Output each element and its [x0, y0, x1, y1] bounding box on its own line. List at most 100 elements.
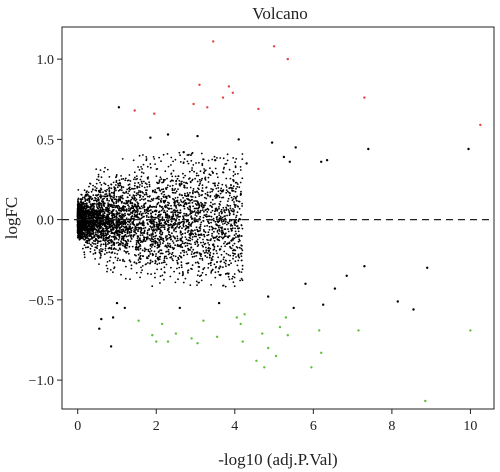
data-point-ns	[124, 246, 127, 249]
data-point-ns	[142, 154, 144, 156]
data-point-ns	[227, 200, 229, 203]
data-point-ns	[93, 215, 96, 218]
data-point-ns	[85, 225, 87, 228]
data-point-ns	[125, 225, 128, 228]
data-point-ns	[112, 271, 114, 274]
data-point-ns	[83, 251, 86, 254]
data-point-ns	[118, 212, 121, 215]
data-point-ns	[211, 269, 214, 271]
data-point-up	[212, 40, 215, 43]
data-point-ns	[94, 258, 96, 260]
data-point-ns	[129, 240, 132, 243]
data-point-ns	[93, 202, 96, 205]
data-point-ns	[101, 227, 104, 229]
data-point-ns	[150, 237, 153, 239]
data-point-ns	[95, 220, 97, 223]
data-point-ns	[151, 210, 154, 213]
data-point-ns	[164, 245, 167, 248]
data-point-ns	[95, 189, 98, 192]
data-point-ns	[134, 231, 137, 234]
data-point-ns	[127, 252, 130, 255]
data-point-ns	[125, 265, 127, 268]
data-point-ns	[99, 245, 102, 247]
data-point-ns	[214, 185, 217, 187]
data-point-ns	[217, 226, 220, 229]
data-point-ns	[102, 236, 105, 238]
data-point-ns	[234, 161, 237, 164]
data-point-ns	[98, 227, 101, 230]
data-point-ns	[127, 192, 129, 195]
data-point-ns	[139, 210, 142, 213]
data-point-ns	[135, 242, 138, 244]
data-point-ns	[97, 175, 100, 178]
data-point-down	[284, 316, 288, 319]
data-point-ns	[221, 227, 223, 230]
data-point-ns	[187, 247, 190, 250]
data-point-ns	[99, 169, 102, 172]
data-point-ns	[216, 184, 219, 187]
data-point-ns	[91, 197, 94, 200]
x-tick-label: 6	[310, 419, 317, 434]
data-point-ns	[83, 233, 86, 236]
data-point-ns	[99, 181, 101, 184]
data-point-ns	[184, 232, 187, 235]
data-point-ns	[192, 205, 195, 208]
data-point-ns	[235, 204, 237, 206]
data-point-ns	[191, 238, 194, 241]
data-point-ns	[235, 214, 238, 217]
data-point-ns	[106, 198, 109, 201]
data-point-ns	[233, 234, 236, 237]
data-point-ns	[208, 222, 210, 225]
data-point-ns	[106, 270, 108, 273]
data-point-ns	[143, 180, 145, 183]
data-point-ns	[122, 237, 125, 240]
data-point-ns	[212, 219, 215, 222]
data-point-ns	[108, 226, 111, 229]
data-point-ns	[188, 202, 191, 204]
data-point-ns	[91, 225, 94, 228]
data-point-ns	[93, 236, 96, 238]
data-point-ns	[233, 195, 236, 198]
data-point-ns	[157, 257, 160, 260]
data-point-ns	[113, 215, 116, 218]
data-point-ns	[124, 179, 127, 182]
data-point-ns	[78, 223, 81, 226]
data-point-ns	[115, 248, 117, 251]
data-point-ns	[171, 217, 174, 220]
data-point-ns	[105, 233, 107, 236]
data-point-ns	[91, 203, 94, 206]
data-point-ns	[233, 203, 236, 206]
data-point-ns	[110, 183, 113, 186]
data-point-ns	[222, 220, 225, 223]
data-point-ns	[98, 205, 101, 208]
data-point-ns	[104, 247, 107, 250]
data-point-ns	[121, 232, 123, 235]
data-point-ns	[105, 227, 108, 230]
data-point-ns	[83, 205, 86, 208]
data-point-ns	[163, 190, 165, 193]
data-point-ns	[166, 186, 169, 189]
data-point-ns	[106, 267, 109, 270]
data-point-ns	[229, 224, 232, 227]
data-point-ns	[192, 189, 195, 192]
data-point-ns	[108, 247, 111, 250]
data-point-ns	[196, 238, 199, 241]
data-point-ns	[108, 207, 111, 209]
data-point-ns	[104, 239, 107, 242]
data-point-ns	[102, 243, 105, 246]
data-point-ns	[169, 180, 172, 183]
data-point-ns	[120, 187, 123, 189]
data-point-ns	[135, 232, 138, 235]
data-point-ns	[179, 204, 182, 206]
data-point-down	[255, 359, 258, 362]
data-point-ns	[234, 230, 237, 233]
data-point-ns	[131, 187, 133, 190]
data-point-ns	[182, 201, 184, 204]
data-point-ns	[171, 246, 174, 249]
data-point-ns	[193, 255, 196, 258]
data-point-ns	[134, 199, 137, 202]
data-point-ns	[191, 256, 194, 258]
data-point-ns	[108, 259, 111, 262]
data-point-ns	[227, 205, 230, 207]
data-point-ns	[210, 201, 212, 204]
